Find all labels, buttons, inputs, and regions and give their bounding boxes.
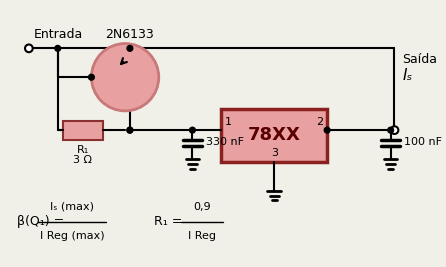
Circle shape (190, 127, 195, 133)
Text: 1: 1 (225, 117, 232, 127)
Text: 0,9: 0,9 (193, 202, 211, 212)
Text: Iₛ: Iₛ (402, 68, 413, 83)
Text: I Reg (max): I Reg (max) (40, 231, 104, 241)
Circle shape (388, 127, 393, 133)
Text: R₁: R₁ (77, 144, 89, 155)
Text: 3: 3 (271, 148, 278, 158)
Text: 330 nF: 330 nF (206, 137, 244, 147)
Text: 100 nF: 100 nF (404, 137, 442, 147)
Text: 2N6133: 2N6133 (106, 28, 154, 41)
Bar (221, 109, 327, 162)
Circle shape (127, 127, 133, 133)
Circle shape (127, 45, 133, 51)
Text: Entrada: Entrada (34, 28, 83, 41)
Text: R₁ =: R₁ = (154, 215, 186, 228)
Text: I Reg: I Reg (188, 231, 216, 241)
Text: 2: 2 (316, 117, 323, 127)
Circle shape (55, 45, 61, 51)
Bar (62, 120, 103, 140)
Text: 78XX: 78XX (248, 126, 301, 144)
Text: β(Q₁) =: β(Q₁) = (17, 215, 69, 228)
Circle shape (91, 44, 159, 111)
Text: 3 Ω: 3 Ω (73, 155, 92, 165)
Circle shape (25, 45, 33, 52)
Circle shape (127, 127, 133, 133)
Text: Saída: Saída (402, 53, 437, 66)
Circle shape (391, 126, 398, 134)
Text: Iₛ (max): Iₛ (max) (50, 202, 94, 212)
Circle shape (88, 74, 94, 80)
Circle shape (324, 127, 330, 133)
